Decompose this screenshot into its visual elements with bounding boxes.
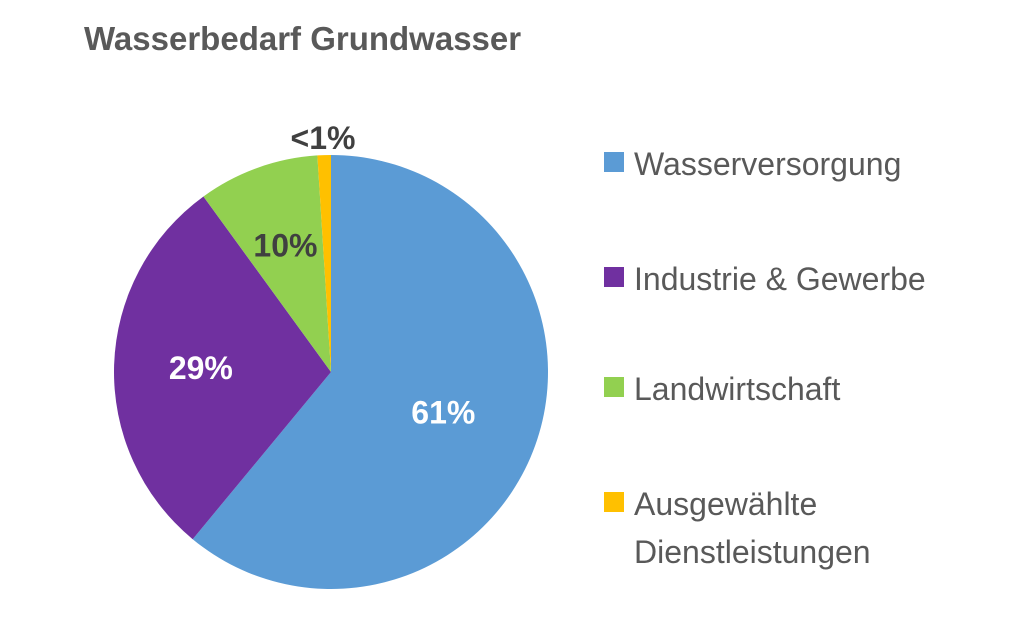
legend-item-ausgewaehlte-dienstleistungen: Ausgewählte Dienstleistungen [604, 480, 871, 576]
slice-label-3: 10% [253, 227, 317, 263]
legend-item-landwirtschaft: Landwirtschaft [604, 365, 840, 413]
pie-slice-1 [192, 155, 548, 589]
legend-swatch [604, 152, 624, 172]
slice-label-4: <1% [291, 120, 356, 156]
legend-item-industrie-gewerbe: Industrie & Gewerbe [604, 255, 926, 303]
slice-label-2: 29% [169, 350, 233, 386]
legend-label: Wasserversorgung [634, 146, 902, 182]
pie-slice-4 [317, 155, 331, 372]
pie-slice-2 [114, 196, 332, 540]
legend-label: Industrie & Gewerbe [634, 261, 926, 297]
legend: Wasserversorgung Industrie & Gewerbe Lan… [604, 0, 1014, 640]
chart-title: Wasserbedarf Grundwasser [84, 20, 522, 57]
legend-label: Landwirtschaft [634, 371, 841, 407]
legend-swatch [604, 267, 624, 287]
slice-label-1: 61% [411, 394, 475, 430]
pie-slice-3 [203, 155, 331, 372]
legend-label: Ausgewählte Dienstleistungen [634, 486, 871, 570]
legend-swatch [604, 492, 624, 512]
legend-swatch [604, 377, 624, 397]
legend-item-wasserversorgung: Wasserversorgung [604, 140, 901, 188]
